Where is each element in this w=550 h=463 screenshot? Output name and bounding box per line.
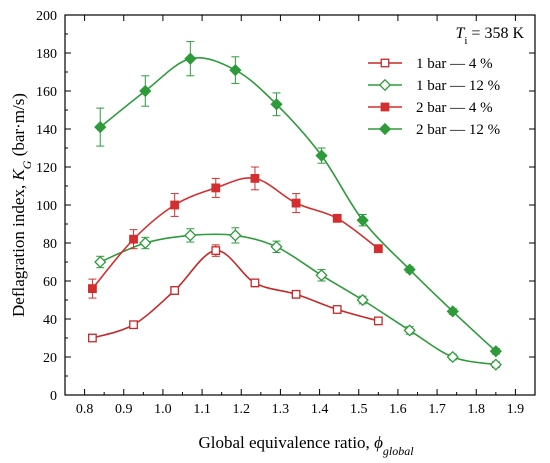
y-tick-label: 80 <box>43 237 57 252</box>
legend-label: 1 bar — 4 % <box>416 56 493 72</box>
x-tick-label: 1.6 <box>389 402 407 417</box>
series-3-point <box>403 263 416 276</box>
series-2-point <box>129 234 138 244</box>
y-tick-label: 140 <box>36 123 57 138</box>
x-tick-label: 1.3 <box>272 402 290 417</box>
series-0-point <box>211 246 221 256</box>
legend-label: 2 bar — 4 % <box>416 100 493 116</box>
data-markers <box>88 52 502 371</box>
series-0-point <box>250 278 260 288</box>
y-tick-label: 0 <box>50 389 57 404</box>
legend-marker <box>378 122 392 136</box>
y-axis-title: Deflagration index, KG (bar·m/s) <box>9 93 34 317</box>
series-2-point <box>373 244 383 254</box>
series-3-point <box>270 98 283 111</box>
series-1-point <box>184 229 197 242</box>
legend-label: 2 bar — 12 % <box>416 122 500 138</box>
series-0-point <box>373 316 383 326</box>
x-tick-label: 1.7 <box>428 402 446 417</box>
series-3-line <box>99 57 497 352</box>
temperature-annotation: Ti = 358 K <box>455 25 524 47</box>
y-tick-label: 160 <box>36 85 57 100</box>
x-tick-label: 1.9 <box>507 402 525 417</box>
y-tick-label: 60 <box>43 275 57 290</box>
axes: 0.8 0.9 1.0 1.1 1.2 1.3 1.4 1.5 1.6 1.7 1.8 1.9 0 20 4… <box>36 9 536 417</box>
x-axis-title: Global equivalence ratio, ϕglobal <box>198 433 414 458</box>
series-1-point <box>356 293 369 307</box>
series-2-point <box>211 183 221 193</box>
series-3-point <box>139 84 152 98</box>
x-tick-label: 1.5 <box>350 402 368 417</box>
series-1-point <box>315 269 328 282</box>
x-tick-label: 1.1 <box>193 402 211 417</box>
series-3-point <box>446 305 459 318</box>
legend: 1 bar — 4 % 1 bar — 12 % 2 bar — 4 % 2 bar … <box>368 56 500 138</box>
x-tick-label: 1.4 <box>311 402 329 417</box>
series-1-point <box>489 358 502 371</box>
series-0-point <box>291 289 301 299</box>
legend-marker <box>378 78 392 92</box>
series-2-point <box>88 284 97 294</box>
series-3-point <box>489 345 502 358</box>
x-tick-label: 0.8 <box>76 402 94 417</box>
legend-marker <box>380 58 390 68</box>
series-0-point <box>129 320 138 330</box>
y-tick-label: 100 <box>36 199 57 214</box>
x-tick-label: 1.0 <box>154 402 172 417</box>
legend-label: 1 bar — 12 % <box>416 78 500 94</box>
x-tick-label: 1.8 <box>468 402 486 417</box>
series-1-line <box>99 233 496 366</box>
y-tick-label: 200 <box>36 9 57 24</box>
series-1-point <box>94 255 107 269</box>
series-1-point <box>270 240 283 253</box>
y-tick-label: 20 <box>43 351 57 366</box>
series-3-point <box>94 120 107 134</box>
legend-marker <box>380 102 390 112</box>
series-3-point <box>315 149 328 162</box>
series-2-point <box>291 198 301 208</box>
series-2-point <box>170 200 180 210</box>
series-3-point <box>184 52 197 65</box>
series-0-point <box>332 305 342 314</box>
x-tick-label: 0.9 <box>115 402 133 417</box>
y-tick-label: 180 <box>36 47 57 62</box>
x-tick-label: 1.2 <box>233 402 251 417</box>
series-3-point <box>356 214 369 227</box>
series-1-point <box>139 236 152 250</box>
series-2-point <box>332 213 342 223</box>
y-tick-label: 120 <box>36 161 57 176</box>
series-3-point <box>229 63 242 77</box>
series-2-point <box>250 173 260 183</box>
series-0-point <box>88 333 97 343</box>
series-1-point <box>403 324 416 337</box>
series-1-point <box>446 350 459 364</box>
y-tick-label: 40 <box>43 313 57 328</box>
series-0-point <box>170 286 180 295</box>
series-1-point <box>229 229 242 242</box>
